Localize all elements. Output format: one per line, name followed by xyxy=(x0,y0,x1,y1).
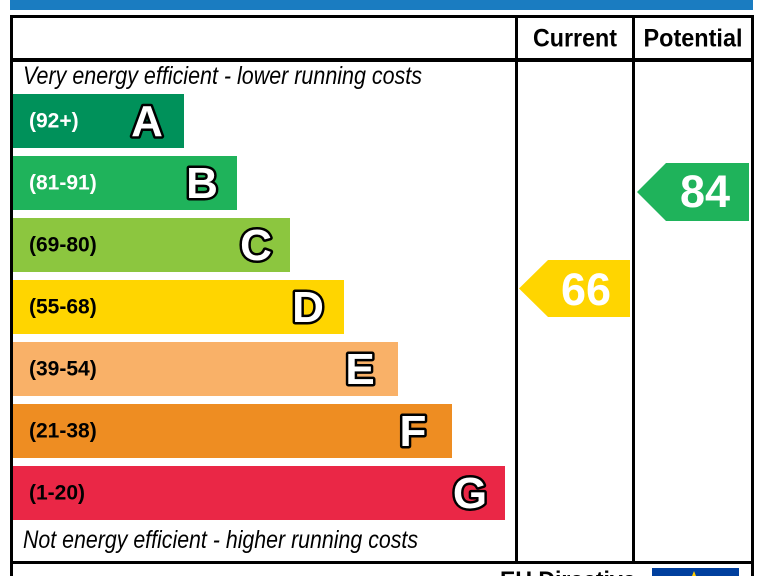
svg-text:Potential: Potential xyxy=(644,25,743,53)
svg-text:(21-38): (21-38) xyxy=(29,420,97,443)
svg-text:F: F xyxy=(400,407,427,456)
svg-text:(39-54): (39-54) xyxy=(29,358,97,381)
svg-text:Very energy efficient - lower: Very energy efficient - lower running co… xyxy=(23,62,422,90)
svg-text:A: A xyxy=(131,97,163,146)
svg-text:Not energy efficient - higher: Not energy efficient - higher running co… xyxy=(23,526,418,554)
svg-text:(1-20): (1-20) xyxy=(29,482,85,505)
svg-text:(81-91): (81-91) xyxy=(29,172,97,195)
svg-text:E: E xyxy=(345,345,374,394)
svg-text:EU Directive: EU Directive xyxy=(500,567,636,576)
svg-text:(55-68): (55-68) xyxy=(29,296,97,319)
svg-text:Current: Current xyxy=(533,25,618,53)
svg-text:84: 84 xyxy=(680,166,730,217)
svg-text:C: C xyxy=(240,221,272,270)
svg-text:D: D xyxy=(292,283,324,332)
svg-text:66: 66 xyxy=(561,264,611,315)
svg-text:(92+): (92+) xyxy=(29,110,79,133)
svg-text:(69-80): (69-80) xyxy=(29,234,97,257)
svg-text:G: G xyxy=(453,469,487,518)
svg-text:B: B xyxy=(186,159,218,208)
